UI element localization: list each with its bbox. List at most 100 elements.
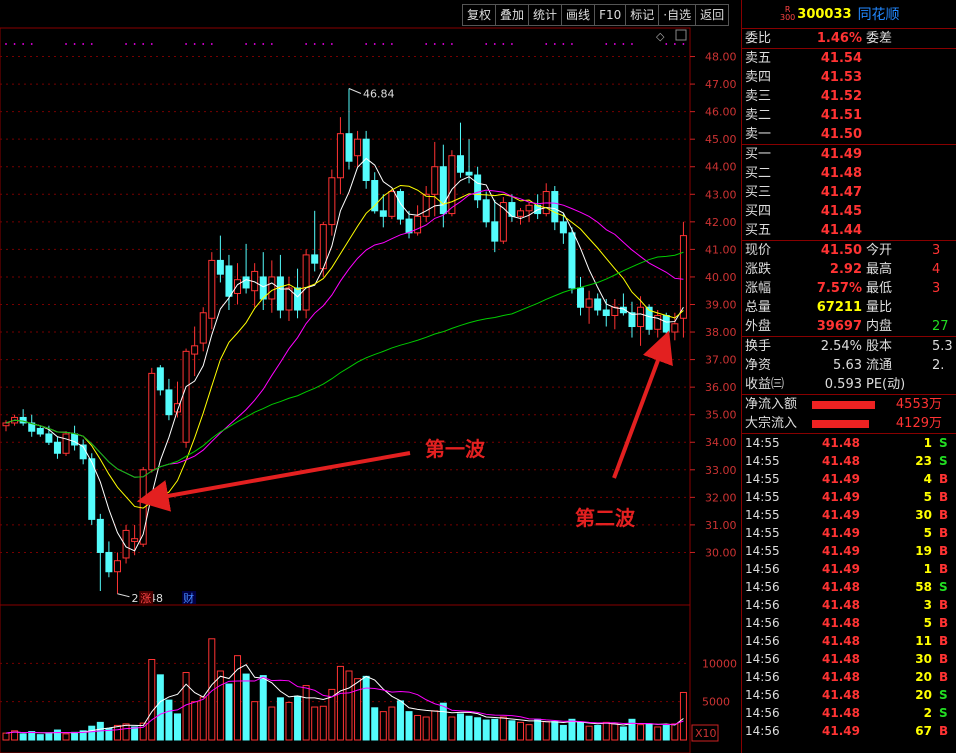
candle-body	[96, 518, 104, 553]
bid-row[interactable]: 买四 41.45	[745, 204, 862, 219]
bid-row[interactable]: 买二 41.48	[745, 166, 862, 181]
trade-row: 14:56 41.48 3 B	[742, 596, 956, 614]
trade-volume: 19	[915, 544, 932, 558]
volume-bar	[431, 710, 439, 741]
volume-bar	[602, 721, 610, 741]
volume-bar	[482, 719, 490, 741]
price-tick-label: 40.00	[705, 271, 737, 284]
bid-row[interactable]: 买一 41.49	[745, 147, 862, 162]
volume-bar	[534, 718, 542, 741]
volume-bar	[542, 721, 550, 741]
trade-time: 14:55	[745, 472, 780, 486]
trade-row: 14:56 41.48 20 B	[742, 668, 956, 686]
vol-ma10-line	[5, 676, 684, 734]
overlay-button[interactable]: 叠加	[496, 5, 530, 25]
volume-bar	[88, 725, 96, 741]
trade-time: 14:55	[745, 436, 780, 450]
trade-price: 41.48	[822, 580, 860, 594]
mark-button[interactable]: 标记	[626, 5, 660, 25]
trade-ticks[interactable]: 14:55 41.48 1 S 14:55 41.48 23 S 14:55 41.49 4 B 14:…	[742, 433, 956, 740]
volume-bar	[276, 697, 284, 741]
candle-body	[431, 166, 439, 195]
trade-volume: 2	[923, 706, 932, 720]
f10-button[interactable]: F10	[595, 5, 627, 25]
candle-body	[28, 422, 36, 432]
event-marker-dot	[13, 43, 16, 45]
candle-body	[105, 551, 113, 573]
candle-body	[628, 312, 636, 328]
volume-bar	[234, 655, 242, 741]
volume-bar	[637, 724, 645, 741]
candle-body	[465, 171, 473, 176]
price-tick-label: 34.00	[705, 436, 737, 449]
trade-price: 41.48	[822, 634, 860, 648]
event-marker-dot	[433, 43, 436, 45]
candle-body	[113, 560, 121, 573]
volume-bar	[2, 732, 10, 741]
trade-direction: B	[939, 634, 949, 648]
volume-bar	[585, 725, 593, 741]
volume-bar	[311, 706, 319, 741]
volume-bar	[113, 724, 121, 741]
volume-bar	[388, 706, 396, 741]
trade-price: 41.49	[822, 526, 860, 540]
statistics-button[interactable]: 统计	[529, 5, 563, 25]
candle-body	[388, 191, 396, 217]
ask-row[interactable]: 卖二 41.51	[745, 108, 862, 123]
price-tick-label: 47.00	[705, 78, 737, 91]
trade-direction: S	[939, 580, 948, 594]
draw-line-button[interactable]: 画线	[562, 5, 596, 25]
asks-block: 卖五 41.54 卖四 41.53 卖三 41.52 卖二 41.51 卖一 41.50	[742, 48, 956, 144]
volume-bar	[259, 675, 267, 741]
volume-bar	[525, 724, 533, 741]
volume-bar	[242, 673, 250, 741]
trade-direction: S	[939, 706, 948, 720]
trade-row: 14:56 41.48 20 S	[742, 686, 956, 704]
stock-name[interactable]: 同花顺	[857, 7, 900, 23]
trade-price: 41.48	[822, 706, 860, 720]
volume-bar	[611, 723, 619, 741]
trade-time: 14:55	[745, 508, 780, 522]
trade-time: 14:55	[745, 544, 780, 558]
volume-bar	[319, 705, 327, 741]
trade-volume: 20	[915, 688, 932, 702]
trade-row: 14:55 41.49 4 B	[742, 470, 956, 488]
fuquan-button[interactable]: 复权	[463, 5, 497, 25]
webi-value: 1.46%	[816, 31, 862, 46]
wave2-arrow	[612, 330, 673, 479]
candle-body	[611, 306, 619, 317]
candle-body	[191, 345, 199, 355]
trade-time: 14:56	[745, 598, 780, 612]
event-marker-dot	[73, 43, 76, 45]
back-button[interactable]: 返回	[700, 8, 725, 22]
wave1-label: 第一波	[425, 437, 486, 461]
trade-volume: 5	[923, 490, 932, 504]
candle-body	[88, 458, 96, 520]
event-marker-dot	[382, 43, 385, 45]
event-marker-dot	[253, 43, 256, 45]
volume-bar	[491, 718, 499, 741]
stats-row: 收益㈢ 0.593 PE(动)	[745, 377, 906, 392]
volume-bar	[396, 700, 404, 741]
volume-bar	[414, 714, 422, 741]
trade-price: 41.48	[822, 616, 860, 630]
volume-bar	[439, 702, 447, 741]
flow-bar	[812, 420, 870, 428]
trade-time: 14:55	[745, 526, 780, 540]
candle-body	[285, 287, 293, 311]
ask-row[interactable]: 卖三 41.52	[745, 89, 862, 104]
add-watchlist-button[interactable]: ·自选	[659, 5, 697, 25]
bid-row[interactable]: 买五 41.44	[745, 223, 862, 238]
trade-volume: 30	[915, 652, 932, 666]
ask-row[interactable]: 卖五 41.54	[745, 51, 862, 66]
event-marker-dot	[22, 43, 25, 45]
candle-body	[173, 403, 182, 413]
ask-row[interactable]: 卖四 41.53	[745, 70, 862, 85]
ma20-line	[5, 189, 684, 478]
kline-chart[interactable]: 48.00 47.00 46.00 45.00 44.00 43.00 42.00 41.00…	[0, 0, 740, 753]
ask-row[interactable]: 卖一 41.50	[745, 127, 862, 142]
stock-code[interactable]: 300033	[797, 6, 852, 22]
bid-row[interactable]: 买三 41.47	[745, 185, 862, 200]
trade-volume: 3	[923, 598, 932, 612]
trade-price: 41.49	[822, 724, 860, 738]
